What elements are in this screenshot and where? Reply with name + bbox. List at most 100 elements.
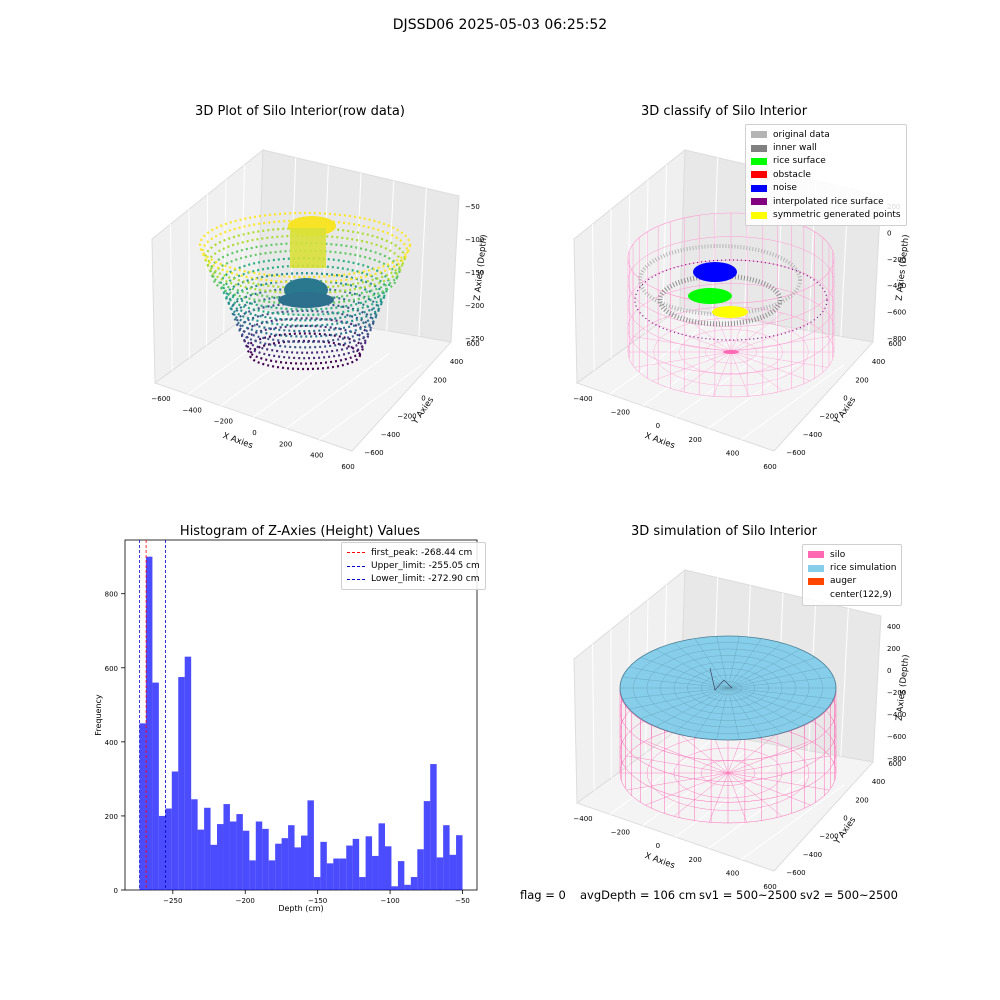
legend-label: inner wall [773, 143, 817, 154]
mesh-spoke [694, 638, 729, 689]
grid-line [386, 180, 395, 331]
scatter-ring [209, 242, 401, 300]
histogram-bar [165, 808, 172, 890]
histogram-title: Histogram of Z-Axies (Height) Values [179, 524, 421, 539]
z-tick-label: −50 [465, 203, 480, 211]
silo-floor-ring [653, 318, 809, 386]
rice-surface-cluster [688, 288, 732, 304]
grid-line [354, 172, 362, 326]
simulation-plot: −400 −200 0 200 400 600 X Axies −600 −400 −200 0 20… [573, 568, 912, 891]
auger-marker [709, 667, 733, 691]
z-tick-label: −200 [887, 689, 906, 697]
histogram-bar [301, 835, 308, 890]
y-tick-label: 200 [855, 796, 868, 804]
y-tick-label: 600 [888, 340, 901, 348]
y-tick-label: −200 [397, 413, 416, 421]
z-tick-label: −400 [887, 711, 906, 719]
grid-line [286, 352, 390, 429]
y-tick-label: 200 [855, 376, 868, 384]
interpolated-ring [634, 259, 828, 341]
legend-entry: first_peak: -268.44 cm [347, 546, 480, 559]
z-axis-label: Z Axies (Depth) [473, 234, 490, 301]
legend-swatch [808, 564, 824, 572]
x-axis-label: X Axies [221, 431, 254, 451]
y-tick-label: −600 [786, 869, 805, 877]
histogram-bar [275, 843, 282, 890]
mesh-spoke [727, 687, 816, 719]
mesh-spoke [727, 677, 834, 689]
x-tick-label: −200 [611, 829, 630, 837]
y-tick-label: 0 [843, 395, 847, 403]
x-tick-label: −200 [611, 409, 630, 417]
histogram-bar [294, 847, 301, 890]
x-axis-label: X Axies [643, 431, 676, 451]
x-tick-label: −400 [573, 815, 592, 823]
z-axis-label: Z Axies (Depth) [895, 654, 912, 721]
histogram-bar [410, 877, 418, 890]
mesh-spoke [655, 687, 729, 727]
z-axis-label: Z Axies (Depth) [895, 234, 912, 301]
flag-text: flag = 0 [520, 888, 566, 902]
histogram-bar [210, 844, 218, 890]
legend-entry: auger [808, 575, 896, 588]
histogram-bar [456, 835, 463, 890]
legend-label: noise [773, 183, 797, 194]
legend-label: center(122,9) [830, 589, 892, 600]
mesh-spoke [727, 649, 801, 689]
x-tick-label: −150 [308, 897, 327, 905]
mesh-spoke [694, 687, 729, 738]
legend-swatch [808, 551, 824, 559]
x-tick-label: 400 [726, 449, 739, 457]
legend-label: auger [830, 576, 857, 587]
grid-line [592, 644, 595, 791]
legend-label: Lower_limit: -272.90 cm [371, 574, 480, 585]
legend-label: rice simulation [830, 563, 897, 574]
sv2-text: sv2 = 500~2500 [800, 888, 898, 902]
histogram-bar [229, 821, 237, 890]
histogram-bar [333, 858, 340, 890]
y-tick-label: 400 [872, 358, 885, 366]
y-tick-label: 400 [872, 778, 885, 786]
histogram-bar [307, 800, 314, 890]
sv1-text: sv1 = 500~2500 [699, 888, 797, 902]
mesh-spoke [727, 687, 834, 699]
simulation-scatter [619, 635, 837, 824]
histogram-bar [171, 771, 179, 890]
floor-center [723, 350, 739, 354]
legend-entry: Lower_limit: -272.90 cm [347, 573, 480, 586]
raw-scatter [198, 211, 412, 371]
legend-label: interpolated rice surface [773, 196, 884, 207]
legend-swatch [347, 565, 365, 567]
grid-line [642, 750, 746, 827]
scatter-ring [225, 272, 385, 322]
x-tick-label: 600 [341, 463, 354, 471]
legend-label: Upper_limit: -255.05 cm [371, 561, 480, 572]
legend-entry: obstacle [751, 168, 901, 181]
mesh-spoke [640, 687, 729, 719]
z-tick-label: −800 [887, 335, 906, 343]
grid-line [628, 194, 630, 346]
grid-line [170, 224, 173, 371]
legend-swatch [347, 578, 365, 580]
x-tick-label: −200 [236, 897, 255, 905]
x-tick-label: −600 [151, 395, 170, 403]
z-tick-label: −200 [887, 256, 906, 264]
y-tick-label: 600 [466, 340, 479, 348]
scatter-ring [222, 264, 388, 316]
histogram-bar [346, 845, 353, 890]
histogram-bar [223, 804, 230, 890]
x-tick-label: 200 [279, 440, 292, 448]
histogram-bar [242, 830, 250, 890]
x-tick-label: 400 [310, 452, 323, 460]
y-tick-label: −600 [364, 449, 383, 457]
classify-plot: −400 −200 0 200 400 600 X Axies −600 −400 −200 0 20… [573, 148, 912, 471]
legend-label: silo [830, 549, 846, 560]
y-tick-label: −200 [819, 413, 838, 421]
y-tick-label: 600 [105, 665, 118, 673]
z-tick-label: 0 [887, 667, 891, 675]
scatter-ring [238, 309, 372, 349]
histogram-bar [262, 828, 269, 890]
center-column-base [278, 292, 334, 308]
silo-floor-ring [700, 760, 756, 786]
panel1-title: 3D Plot of Silo Interior(row data) [195, 104, 405, 119]
